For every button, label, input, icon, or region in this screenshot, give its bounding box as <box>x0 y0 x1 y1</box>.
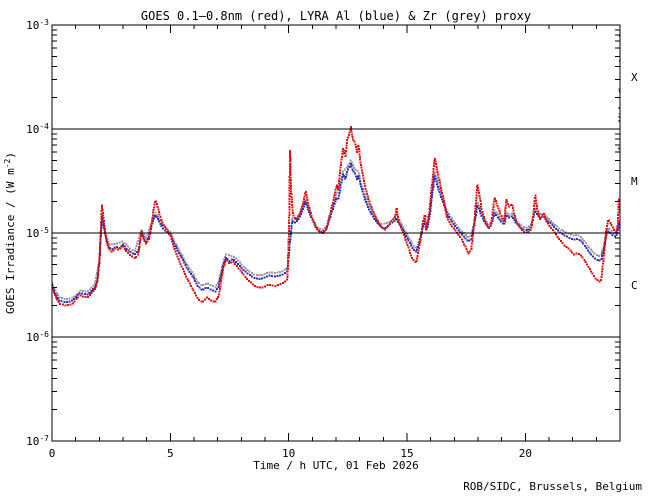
series-red-dots <box>52 35 620 307</box>
flare-class-label-B: B <box>631 0 638 3</box>
chart-title: GOES 0.1–0.8nm (red), LYRA Al (blue) & Z… <box>141 9 531 23</box>
credit-text: ROB/SIDC, Brussels, Belgium <box>463 480 642 493</box>
x-tick-label: 5 <box>167 447 174 460</box>
x-axis-title: Time / h UTC, 01 Feb 2026 <box>253 459 419 472</box>
x-tick-label: 0 <box>49 447 56 460</box>
series-layer <box>52 35 620 307</box>
x-tick-label: 10 <box>282 447 295 460</box>
y-tick-label: 10-3 <box>26 18 49 32</box>
axis-ticks <box>51 24 620 442</box>
y-axis-title-exponent: -2 <box>3 158 12 168</box>
x-tick-label: 20 <box>519 447 532 460</box>
y-tick-label: 10-7 <box>26 434 49 448</box>
flare-class-label-C: C <box>631 279 638 292</box>
flare-class-label-M: M <box>631 175 638 188</box>
y-tick-label: 10-5 <box>26 226 49 240</box>
flare-class-label-X: X <box>631 71 638 84</box>
x-tick-label: 15 <box>400 447 413 460</box>
y-axis-title-text: GOES Irradiance / (W m <box>4 168 17 314</box>
y-tick-label: 10-6 <box>26 330 49 344</box>
y-tick-label: 10-4 <box>26 122 49 136</box>
flare-class-labels: X M C B <box>631 0 638 292</box>
y-tick-labels: 10-3 10-4 10-5 10-6 10-7 <box>26 18 49 448</box>
chart-generated-layer: 0 5 10 15 20 10-3 10-4 10-5 10-6 10-7 X M C B <box>26 0 638 460</box>
y-axis-title-suffix: ) <box>4 152 17 159</box>
y-axis-title: GOES Irradiance / (W m-2) <box>3 152 17 314</box>
x-tick-labels: 0 5 10 15 20 <box>49 447 532 460</box>
